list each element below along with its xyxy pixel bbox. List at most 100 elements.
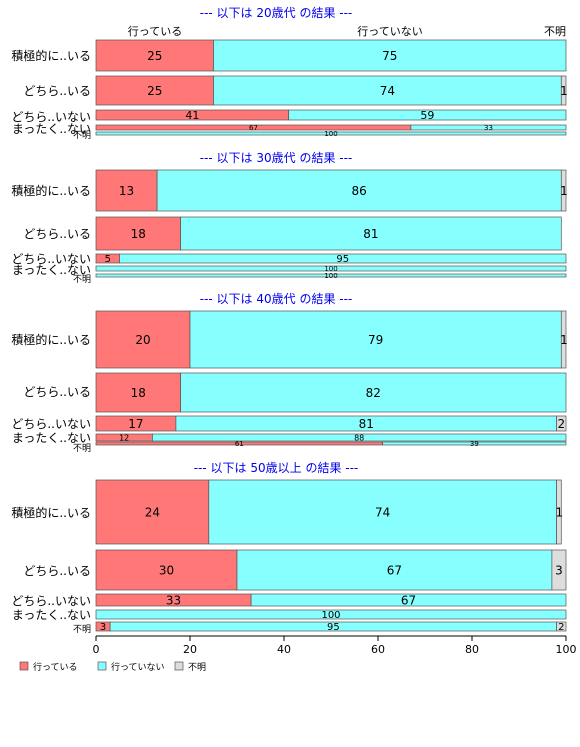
row-label: 積極的に..いる [11,48,91,63]
bar-segment-not-doing [156,169,562,212]
data-label: 18 [131,227,146,241]
bar-segment-unknown [560,75,567,106]
row-label: どちら..いない [11,252,91,266]
legend-swatch [174,661,184,671]
bar-segment-unknown [556,479,562,545]
bar-segment-unknown [551,549,567,591]
data-label: 33 [484,124,493,132]
data-label: 67 [387,563,402,577]
row-label: 積極的に..いる [11,183,91,198]
row-label: まったく..ない [12,608,91,622]
bar-segment-not-doing [250,593,567,607]
x-tick-label: 80 [465,643,479,656]
data-label: 2 [558,622,564,633]
data-label: 1 [555,505,563,519]
data-label: 74 [375,505,390,519]
row-label: まったく..ない [12,431,91,445]
data-label: 81 [363,227,378,241]
data-label: 12 [119,433,129,442]
bar-segment-not-doing [288,109,567,121]
row-label: 不明 [73,624,91,635]
data-label: 67 [401,593,416,607]
row-label: どちら..いる [23,227,91,241]
data-label: 67 [249,124,258,132]
data-label: 39 [470,440,479,448]
bar-segment-not-doing [213,75,562,106]
data-label: 61 [235,440,244,448]
data-label: 79 [368,333,383,347]
bar-segment-not-doing [382,441,567,446]
row-label: どちら..いない [11,417,91,431]
column-header: 行っていない [357,25,422,38]
row-label: どちら..いる [23,564,91,578]
bar-segment-not-doing [189,310,562,369]
row-label: どちら..いる [23,385,91,399]
row-label: 積極的に..いる [11,505,91,520]
column-header: 不明 [544,25,566,38]
data-label: 2 [557,417,565,431]
data-label: 59 [420,109,434,122]
data-label: 25 [147,49,162,63]
data-label: 17 [128,417,143,431]
data-label: 25 [147,84,162,98]
bar-segment-doing [95,75,214,106]
data-label: 1 [560,333,568,347]
panel-title: --- 以下は 20歳代 の結果 --- [200,6,353,20]
data-label: 81 [359,417,374,431]
row-label: まったく..ない [12,263,91,277]
bar-segment-unknown [560,310,567,369]
bar-segment-doing [95,479,210,545]
bar-segment-unknown [560,169,567,212]
row-label: 不明 [73,274,91,285]
bar-segment-not-doing [236,549,553,591]
bar-segment-doing [95,372,181,413]
data-label: 100 [324,265,337,273]
data-label: 75 [382,49,397,63]
bar-segment-not-doing [119,253,567,264]
data-label: 30 [159,563,174,577]
data-label: 95 [336,254,349,265]
data-label: 3 [555,563,563,577]
data-label: 100 [321,610,340,621]
data-label: 100 [324,130,337,138]
data-label: 1 [560,84,568,98]
row-label: どちら..いる [23,84,91,98]
row-label: 不明 [73,443,91,454]
bar-segment-not-doing [95,265,567,272]
panel-title: --- 以下は 40歳代 の結果 --- [200,292,353,306]
data-label: 20 [135,333,150,347]
legend-label: 不明 [188,662,206,673]
row-label: 不明 [73,130,91,141]
bar-segment-not-doing [208,479,557,545]
data-label: 41 [185,109,199,122]
x-tick-label: 100 [556,643,577,656]
panel-title: --- 以下は 30歳代 の結果 --- [200,151,353,165]
data-label: 13 [119,184,134,198]
bar-segment-not-doing [95,273,567,278]
bar-segment-not-doing [410,124,567,131]
bar-segment-unknown [556,621,567,632]
data-label: 24 [145,505,160,519]
legend-label: 行っていない [111,661,165,673]
x-tick-label: 40 [277,643,291,656]
row-label: 積極的に..いる [11,332,91,347]
bar-segment-not-doing [95,131,567,136]
data-label: 88 [354,433,364,442]
data-label: 33 [166,593,181,607]
bar-segment-not-doing [152,433,567,442]
legend-swatch [97,661,107,671]
bar-segment-doing [95,39,214,72]
row-label: どちら..いない [11,594,91,608]
row-label: まったく..ない [12,122,91,136]
panel-title: --- 以下は 50歳以上 の結果 --- [194,461,359,475]
legend-label: 行っている [33,661,78,673]
data-label: 3 [100,622,106,633]
bar-segment-not-doing [180,216,562,251]
bar-segment-doing [95,169,158,212]
data-label: 95 [327,622,340,633]
bar-segment-doing [95,549,238,591]
x-tick-label: 20 [183,643,197,656]
row-label: どちら..いない [11,110,91,124]
data-label: 82 [366,386,381,400]
